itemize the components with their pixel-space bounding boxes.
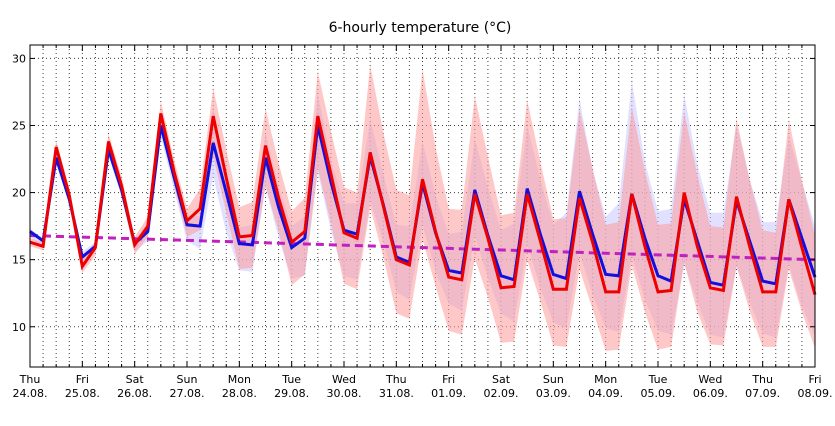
x-tick-label-day: Thu <box>19 373 41 386</box>
x-tick-label-day: Wed <box>332 373 356 386</box>
line-layer <box>29 113 817 296</box>
y-tick-label: 25 <box>12 120 26 133</box>
x-tick-label-date: 07.09. <box>745 387 780 400</box>
x-tick-label-date: 27.08. <box>170 387 205 400</box>
trend-line <box>29 234 816 262</box>
y-tick-label: 10 <box>12 321 26 334</box>
axis-layer: 1015202530Thu24.08.Fri25.08.Sat26.08.Sun… <box>12 44 833 400</box>
series-line-red <box>29 113 817 296</box>
uncertainty-band-red <box>30 65 815 351</box>
x-tick-label-date: 31.08. <box>379 387 414 400</box>
x-tick-label-date: 01.09. <box>431 387 466 400</box>
x-tick-label-day: Wed <box>698 373 722 386</box>
x-tick-label-day: Thu <box>385 373 407 386</box>
x-tick-label-day: Fri <box>76 373 89 386</box>
x-tick-label-date: 06.09. <box>693 387 728 400</box>
x-tick-label-date: 08.09. <box>798 387 833 400</box>
x-tick-label-date: 24.08. <box>13 387 48 400</box>
band-layer <box>30 65 815 351</box>
y-tick-label: 15 <box>12 254 26 267</box>
x-tick-label-day: Sun <box>543 373 564 386</box>
x-tick-label-day: Fri <box>442 373 455 386</box>
x-tick-label-date: 03.09. <box>536 387 571 400</box>
x-tick-label-date: 30.08. <box>327 387 362 400</box>
x-tick-label-day: Thu <box>751 373 773 386</box>
x-tick-label-day: Mon <box>228 373 251 386</box>
x-tick-label-day: Sat <box>492 373 511 386</box>
x-tick-label-date: 26.08. <box>117 387 152 400</box>
x-tick-label-date: 25.08. <box>65 387 100 400</box>
x-tick-label-day: Tue <box>648 373 668 386</box>
x-tick-label-date: 05.09. <box>641 387 676 400</box>
x-tick-label-day: Mon <box>594 373 617 386</box>
x-tick-label-day: Sat <box>126 373 145 386</box>
x-tick-label-date: 28.08. <box>222 387 257 400</box>
y-tick-label: 30 <box>12 52 26 65</box>
x-tick-label-day: Sun <box>177 373 198 386</box>
y-tick-label: 20 <box>12 187 26 200</box>
x-tick-label-day: Fri <box>808 373 821 386</box>
x-tick-label-date: 04.09. <box>588 387 623 400</box>
x-tick-label-date: 02.09. <box>484 387 519 400</box>
x-tick-label-date: 29.08. <box>274 387 309 400</box>
chart-title: 6-hourly temperature (°C) <box>329 20 512 36</box>
x-tick-label-day: Tue <box>281 373 301 386</box>
